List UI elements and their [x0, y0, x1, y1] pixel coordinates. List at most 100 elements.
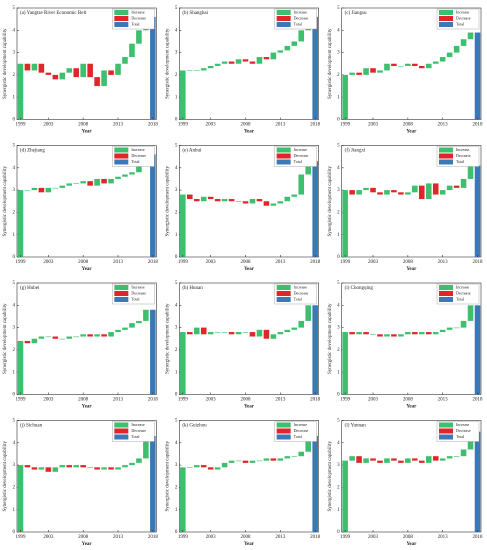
bar [80, 334, 86, 337]
y-tick-label: 4 [337, 441, 340, 446]
bar [193, 199, 200, 202]
y-tick-label: 5 [13, 6, 16, 11]
legend-label: Increase [294, 9, 308, 14]
x-axis-label: Year [244, 130, 255, 135]
bar [193, 327, 200, 335]
bar [298, 30, 305, 42]
y-tick-label: 4 [13, 303, 16, 308]
x-tick-label: 2018 [473, 260, 484, 265]
bar [87, 63, 93, 78]
legend-swatch [276, 297, 291, 302]
legend-swatch [439, 297, 453, 302]
y-tick-label: 1 [175, 508, 178, 513]
legend-label: Decrease [456, 290, 471, 295]
y-tick-label: 2 [175, 486, 178, 491]
plot-frame [341, 145, 482, 258]
bar [193, 70, 200, 72]
chart-title: (j) Sichuan [20, 424, 43, 429]
panel: 0 1 2 3 4 5 1999 2003 2008 2013 2018 (b) Shanghai Ye… [165, 6, 320, 135]
bar [391, 334, 397, 337]
y-tick-label: 3 [175, 188, 178, 193]
bar [73, 336, 80, 338]
x-tick-label: 2008 [241, 123, 252, 128]
bar [312, 161, 318, 257]
bar [38, 336, 45, 339]
bar [425, 183, 432, 200]
x-tick-label: 2003 [43, 123, 54, 128]
x-tick-label: 1999 [340, 123, 351, 128]
legend-swatch [439, 291, 453, 296]
bar [446, 456, 453, 459]
y-axis-label: Synergistic development capability [3, 441, 8, 512]
bar [87, 467, 93, 468]
bar [235, 332, 242, 335]
bar [150, 154, 156, 257]
panel: 0 1 2 3 4 5 1999 2003 2008 2013 2018 (i) Chongqing Y… [328, 281, 483, 410]
bar [363, 458, 369, 463]
x-tick-label: 2013 [275, 398, 286, 403]
bar [284, 456, 291, 459]
bar [363, 187, 369, 191]
bar [24, 63, 31, 71]
bar [221, 199, 228, 202]
bar [363, 68, 369, 75]
x-tick-label: 2018 [310, 260, 321, 265]
bar [115, 329, 121, 333]
legend-swatch [114, 285, 129, 290]
bar [342, 74, 348, 120]
legend-swatch [276, 159, 291, 165]
bar [284, 196, 291, 202]
legend-label: Increase [131, 9, 145, 14]
bar [256, 329, 263, 337]
bar [200, 327, 207, 335]
x-tick-label: 2013 [438, 260, 449, 265]
bar [256, 199, 263, 202]
bar [384, 334, 390, 337]
legend-label: Increase [456, 9, 470, 14]
bar [129, 462, 135, 466]
legend-label: Total [294, 434, 303, 439]
x-axis-label: Year [406, 267, 417, 272]
bar [221, 462, 228, 468]
legend-swatch [439, 10, 453, 15]
y-tick-label: 2 [175, 73, 178, 78]
x-axis-label: Year [82, 542, 93, 547]
bar [87, 334, 93, 337]
legend-label: Decrease [294, 290, 309, 295]
x-tick-label: 2008 [78, 398, 89, 403]
y-axis-label: Synergistic development capability [328, 303, 333, 374]
plot-frame [16, 420, 157, 533]
x-tick-label: 1999 [340, 535, 351, 540]
x-tick-label: 2018 [148, 398, 159, 403]
bar [31, 187, 38, 191]
plot-frame [179, 145, 319, 258]
bar [52, 187, 59, 189]
bar [432, 332, 439, 335]
legend-label: Total [131, 296, 140, 301]
bar [453, 327, 460, 329]
bar [129, 43, 135, 58]
plot-frame [179, 282, 319, 395]
bar [263, 329, 270, 339]
bar [207, 332, 214, 335]
bar [291, 456, 298, 457]
y-tick-label: 5 [337, 281, 340, 286]
x-tick-label: 1999 [178, 123, 189, 128]
bar [94, 178, 100, 186]
legend-label: Decrease [294, 15, 309, 20]
x-tick-label: 1999 [340, 260, 351, 265]
y-tick-label: 1 [13, 233, 16, 238]
bar [284, 45, 291, 51]
y-tick-label: 1 [337, 508, 340, 513]
bar [356, 72, 362, 75]
bar [418, 460, 425, 463]
y-tick-label: 4 [337, 166, 340, 171]
bar [467, 305, 474, 321]
legend-label: Decrease [456, 428, 471, 433]
x-tick-label: 2008 [403, 260, 414, 265]
legend-swatch [439, 153, 453, 159]
y-tick-label: 2 [13, 73, 16, 78]
bar [115, 467, 121, 470]
bar [180, 467, 186, 532]
bar [418, 332, 425, 335]
